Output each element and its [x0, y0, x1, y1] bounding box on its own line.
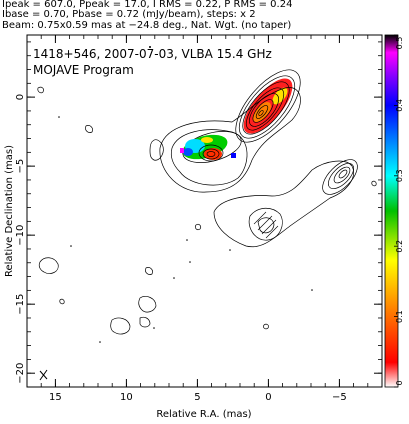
y-tick-label: −20 — [15, 363, 26, 384]
colorbar-tick-label: 0.2 — [395, 240, 404, 253]
core-component — [235, 69, 301, 143]
header-peak-rms: Ipeak = 607.0, Ppeak = 17.0, I RMS = 0.2… — [2, 0, 293, 10]
colorbar-tick-label: 0.4 — [395, 99, 404, 112]
beam-marker — [39, 369, 48, 381]
x-tick-label: 5 — [194, 392, 200, 403]
x-tick-label: 0 — [265, 392, 271, 403]
colorbar-tick-label: 0.3 — [395, 169, 404, 182]
y-tick-label: −10 — [15, 225, 26, 246]
x-tick-label: 10 — [120, 392, 133, 403]
x-tick-label: 15 — [49, 392, 62, 403]
noise-dots — [58, 46, 313, 343]
jet-polarization-blue — [183, 148, 193, 156]
negative-contour-hatch — [253, 211, 279, 239]
header-beam: Beam: 0.75x0.59 mas at −24.8 deg., Nat. … — [2, 20, 292, 31]
colorbar-tick-label: 0.5 — [395, 37, 404, 50]
plot-frame — [26, 34, 383, 388]
header-base-steps: Ibase = 0.70, Pbase = 0.72 (mJy/beam), s… — [2, 9, 256, 20]
axis-ticks — [26, 35, 383, 388]
colorbar — [384, 34, 399, 388]
map-title: 1418+546, 2007-07-03, VLBA 15.4 GHz — [33, 47, 272, 61]
colorbar-tick-label: 0.1 — [395, 310, 404, 323]
core-polarization-peak — [253, 102, 271, 122]
axis-tick-labels: 15 10 5 0 −5 0 −5 −10 −15 −20 — [15, 94, 347, 403]
y-tick-label: 0 — [15, 94, 26, 100]
jet-contours — [198, 144, 224, 162]
x-tick-label: −5 — [332, 392, 347, 403]
map-subtitle: MOJAVE Program — [33, 63, 134, 77]
y-axis-label: Relative Declination (mas) — [4, 145, 15, 277]
y-tick-label: −5 — [15, 159, 26, 174]
jet-polarization-yellow — [201, 137, 213, 143]
colorbar-ticks: 0 0.1 0.2 0.3 0.4 0.5 — [394, 34, 404, 388]
jet-component — [180, 131, 242, 163]
colorbar-tick-label: 0 — [395, 380, 404, 385]
extended-contours — [37, 86, 377, 335]
x-axis-label: Relative R.A. (mas) — [156, 409, 251, 420]
y-tick-label: −15 — [15, 294, 26, 315]
